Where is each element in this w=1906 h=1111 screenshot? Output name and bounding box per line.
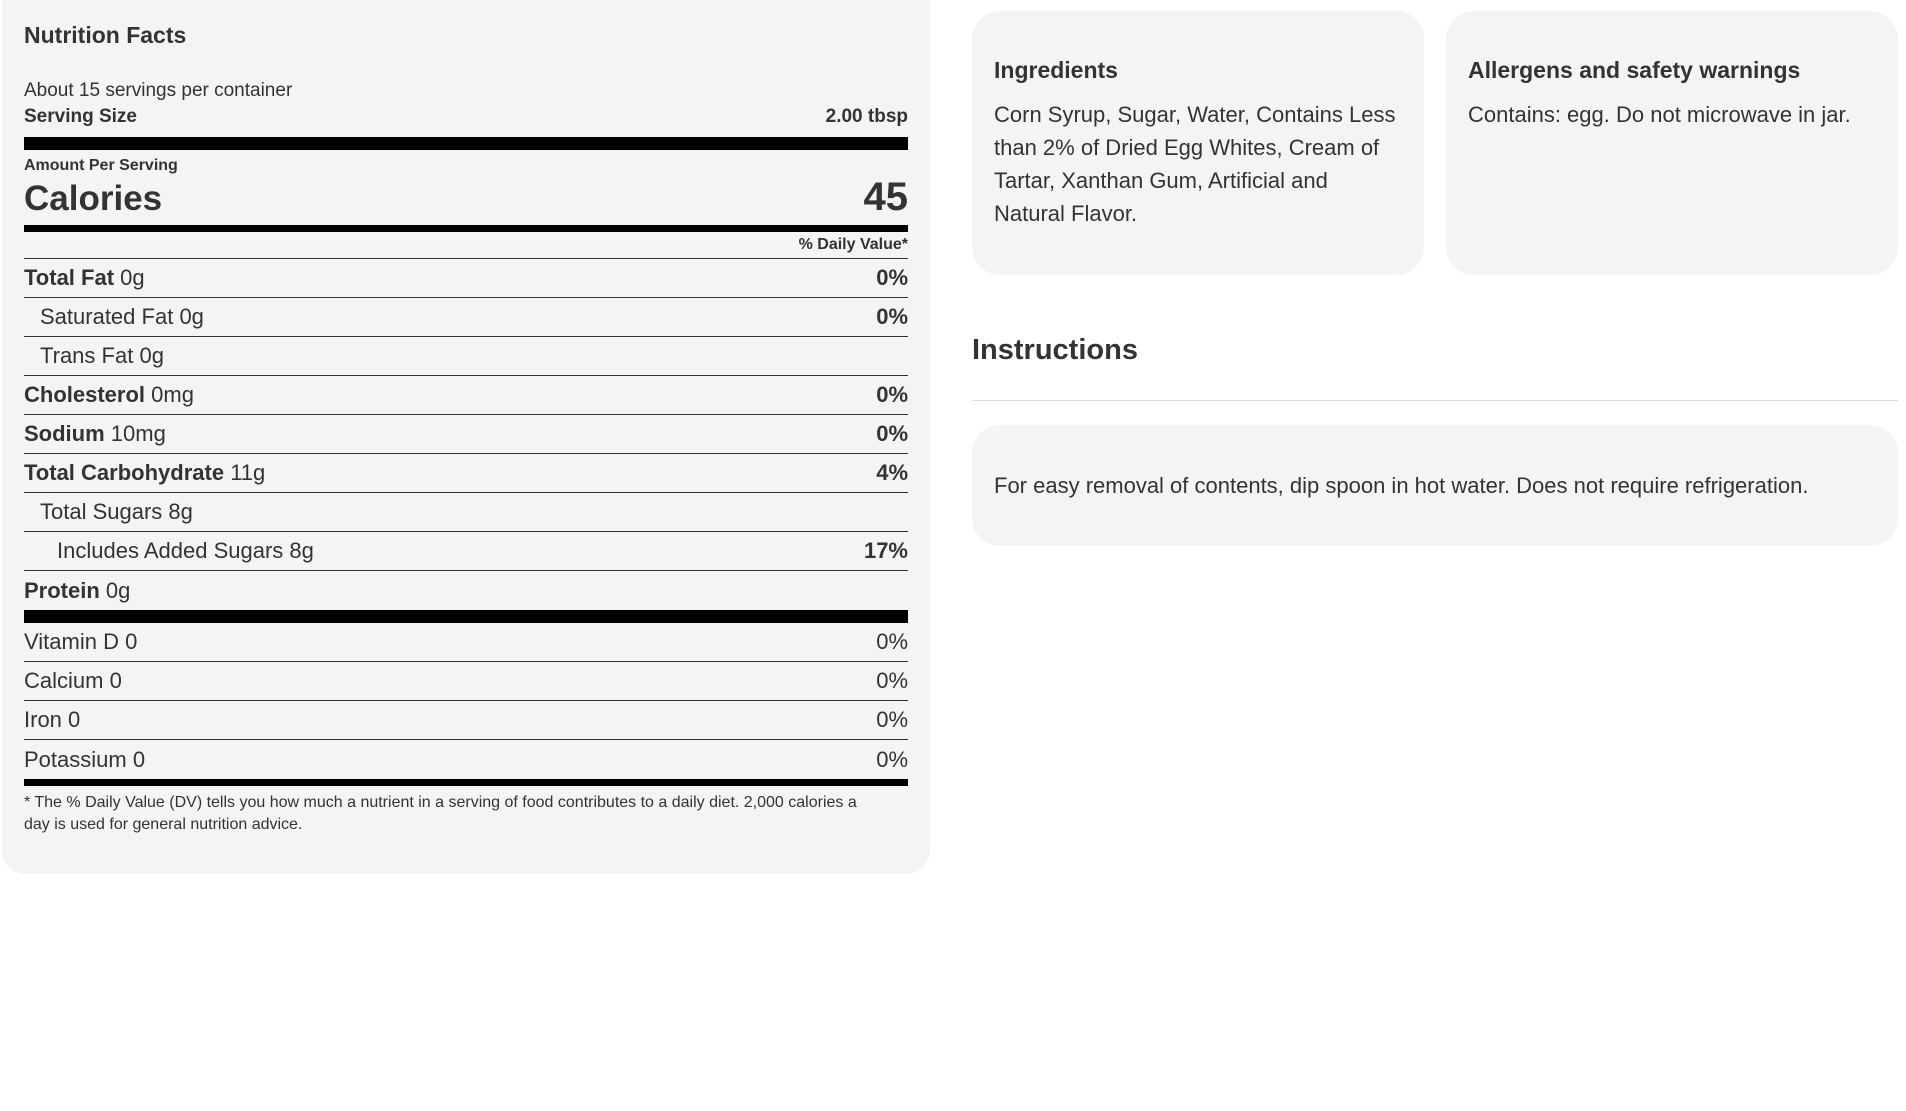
vitamin-name: Potassium [24,746,127,772]
ingredients-title: Ingredients [994,57,1118,83]
allergens-title: Allergens and safety warnings [1468,57,1801,83]
nutrient-amount: 0g [179,304,204,329]
nutrient-name: Trans Fat [40,343,134,368]
nutrient-amount: 10mg [110,421,166,446]
nutrient-row-sodium: Sodium 10mg 0% [24,415,908,454]
vitamin-amount: 0 [109,668,122,693]
nutrient-daily-value: 0% [876,382,908,407]
vitamin-amount: 0 [132,746,146,772]
vitamin-amount: 0 [68,707,81,732]
vitamin-row-potassium: Potassium 0 0% [24,740,908,779]
nutrient-label: Total Fat 0g [24,265,145,291]
vitamin-daily-value: 0% [876,629,908,654]
nutrient-label: Cholesterol 0mg [24,382,194,408]
vitamin-amount: 0 [125,629,138,654]
vitamin-row-vitamin-d: Vitamin D 0 0% [24,623,908,662]
nutrient-row-trans-fat: Trans Fat 0g [24,337,908,376]
nutrient-label: Trans Fat 0g [24,343,164,369]
nutrient-name: Cholesterol [24,382,146,407]
nutrient-name: Total Sugars [40,499,163,524]
nutrient-amount: 0mg [151,382,194,407]
serving-size-label: Serving Size [24,106,137,127]
nutrient-daily-value: 17% [863,538,908,563]
ingredients-text: Corn Syrup, Sugar, Water, Contains Less … [994,102,1396,226]
nutrient-daily-value: 0% [876,304,908,329]
instructions-card: For easy removal of contents, dip spoon … [972,425,1898,546]
nutrient-label: Total Sugars 8g [24,499,193,525]
thick-divider [24,610,908,623]
nutrient-row-protein: Protein 0g [24,571,908,610]
nutrient-name: Total Fat [24,265,115,290]
instructions-divider [972,400,1898,401]
thick-divider [24,137,908,150]
instructions-text: For easy removal of contents, dip spoon … [994,472,1809,498]
daily-value-header: % Daily Value* [24,232,908,259]
vitamin-label: Vitamin D 0 [24,629,137,655]
nutrient-amount: 0g [120,265,145,290]
serving-size-row: Serving Size 2.00 tbsp [24,106,908,128]
nutrient-amount: 8g [289,538,314,563]
nutrient-daily-value: 0% [876,421,908,446]
nutrient-row-added-sugars: Includes Added Sugars 8g 17% [24,532,908,571]
calories-row: Calories 45 [24,175,908,219]
nutrient-row-total-carbohydrate: Total Carbohydrate 11g 4% [24,454,908,493]
servings-per-container: About 15 servings per container [24,80,293,101]
nutrition-facts-panel: Nutrition Facts About 15 servings per co… [2,0,930,874]
nutrient-daily-value: 4% [876,460,908,485]
vitamin-name: Iron [24,707,62,732]
vitamin-daily-value: 0% [876,707,908,732]
nutrient-label: Saturated Fat 0g [24,304,204,330]
medium-divider [24,779,908,786]
allergens-card: Allergens and safety warnings Contains: … [1446,11,1898,275]
serving-size-value: 2.00 tbsp [825,106,908,127]
nutrient-daily-value: 0% [876,265,908,290]
nutrient-amount: 0g [105,577,131,603]
vitamin-label: Calcium 0 [24,668,122,694]
daily-value-footnote: * The % Daily Value (DV) tells you how m… [24,794,857,833]
vitamin-daily-value: 0% [876,746,908,772]
nutrient-label: Total Carbohydrate 11g [24,460,265,486]
nutrient-amount: 11g [230,460,266,485]
nutrient-name: Protein [24,577,100,603]
nutrient-row-total-fat: Total Fat 0g 0% [24,259,908,298]
medium-divider [24,225,908,232]
vitamin-daily-value: 0% [876,668,908,693]
nutrition-facts-title: Nutrition Facts [24,22,187,48]
vitamin-row-iron: Iron 0 0% [24,701,908,740]
nutrient-name: Sodium [24,421,105,446]
vitamin-name: Calcium [24,668,104,693]
nutrient-row-saturated-fat: Saturated Fat 0g 0% [24,298,908,337]
vitamin-name: Vitamin D [24,629,119,654]
nutrient-row-total-sugars: Total Sugars 8g [24,493,908,532]
nutrient-name: Total Carbohydrate [24,460,225,485]
amount-per-serving: Amount Per Serving [24,157,178,174]
nutrient-label: Sodium 10mg [24,421,166,447]
nutrient-name: Saturated Fat [40,304,174,329]
nutrient-row-cholesterol: Cholesterol 0mg 0% [24,376,908,415]
ingredients-card: Ingredients Corn Syrup, Sugar, Water, Co… [972,11,1424,275]
allergens-text: Contains: egg. Do not microwave in jar. [1468,102,1851,127]
nutrient-label: Protein 0g [24,578,130,604]
calories-value: 45 [863,175,909,219]
vitamin-row-calcium: Calcium 0 0% [24,662,908,701]
nutrient-amount: 0g [139,343,164,368]
calories-label: Calories [24,179,163,218]
instructions-heading: Instructions [972,334,1138,366]
nutrient-label: Includes Added Sugars 8g [24,538,314,564]
vitamin-label: Iron 0 [24,707,80,733]
vitamin-label: Potassium 0 [24,747,145,773]
nutrient-amount: 8g [168,499,193,524]
nutrient-name: Includes Added Sugars [57,538,284,563]
